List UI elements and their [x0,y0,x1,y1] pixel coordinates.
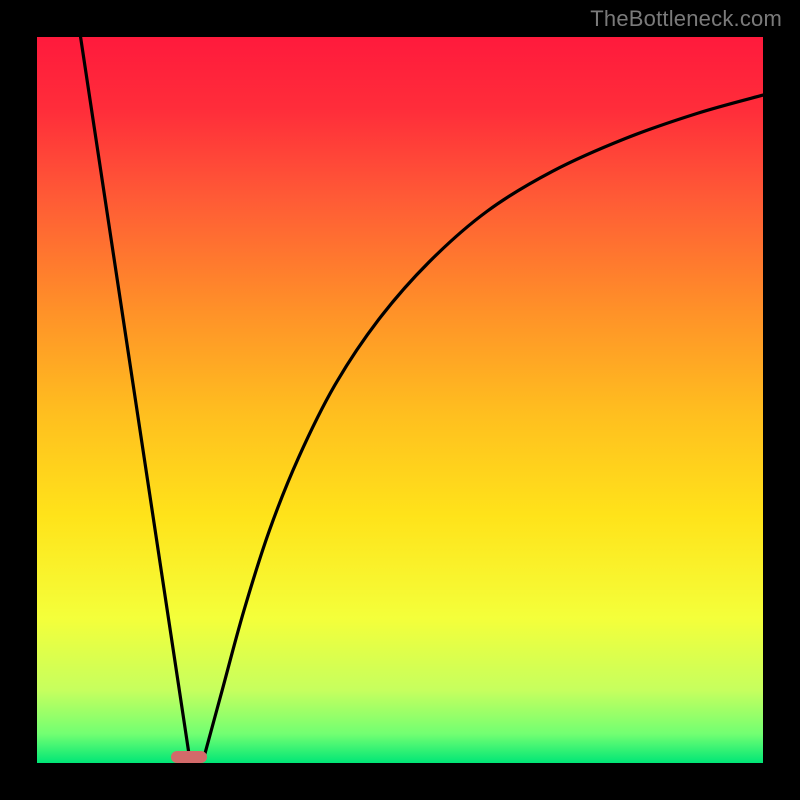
curve-right-segment [204,95,763,757]
minimum-marker [171,751,207,763]
curve-left-segment [81,37,190,757]
chart-plot-area [37,37,763,763]
chart-curve-layer [37,37,763,763]
watermark-label: TheBottleneck.com [590,6,782,32]
